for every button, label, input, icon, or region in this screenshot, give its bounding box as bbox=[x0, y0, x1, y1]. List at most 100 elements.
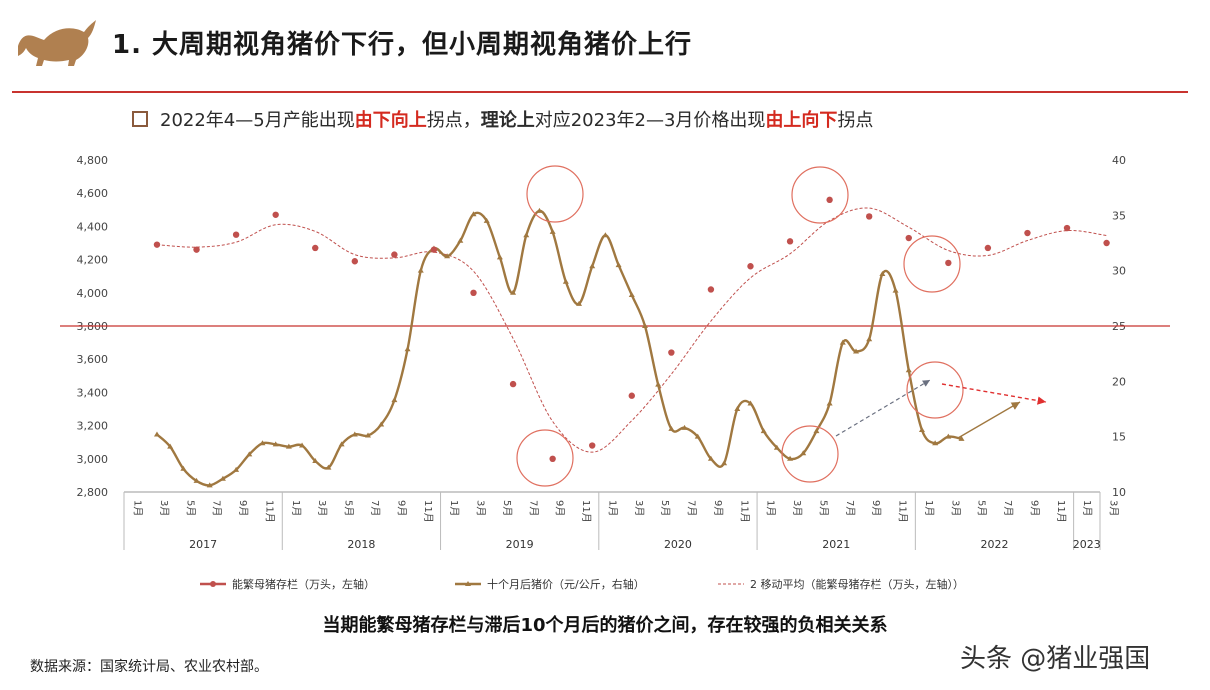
x-month-label: 3月 bbox=[633, 500, 645, 516]
sow-point bbox=[905, 234, 912, 242]
x-month-label: 3月 bbox=[949, 500, 961, 516]
subtitle-part: 2022年4—5月产能出现 bbox=[160, 110, 355, 131]
right-tick-label: 20 bbox=[1112, 375, 1126, 388]
x-month-label: 5月 bbox=[184, 500, 196, 516]
square-bullet-icon bbox=[132, 111, 148, 127]
x-month-label: 9月 bbox=[554, 500, 566, 516]
left-tick-label: 3,200 bbox=[77, 420, 109, 433]
x-month-label: 7月 bbox=[369, 500, 381, 516]
sow-point bbox=[747, 263, 754, 270]
header-divider bbox=[12, 91, 1188, 93]
price-point bbox=[760, 428, 767, 434]
price-point bbox=[246, 451, 253, 457]
left-tick-label: 4,400 bbox=[77, 220, 109, 233]
x-month-label: 3月 bbox=[1108, 500, 1120, 516]
price-point bbox=[813, 428, 820, 434]
subtitle-part: 拐点， bbox=[426, 110, 481, 131]
left-tick-label: 2,800 bbox=[77, 486, 109, 499]
x-month-label: 5月 bbox=[976, 500, 988, 516]
sow-point bbox=[391, 251, 398, 258]
price-point bbox=[905, 367, 912, 373]
annotation-circle bbox=[791, 166, 849, 224]
price-point bbox=[655, 381, 662, 387]
sow-point bbox=[628, 392, 635, 399]
x-month-label: 7月 bbox=[211, 500, 223, 516]
price-point bbox=[272, 441, 279, 447]
price-point bbox=[562, 278, 569, 284]
price-point bbox=[866, 336, 873, 342]
sow-point bbox=[826, 196, 833, 204]
x-month-label: 9月 bbox=[870, 500, 882, 516]
x-month-label: 9月 bbox=[1028, 500, 1040, 516]
legend-marker-sow bbox=[210, 581, 216, 587]
annotation-circle bbox=[516, 429, 574, 487]
price-point bbox=[510, 289, 517, 295]
price-point bbox=[932, 440, 939, 446]
price-point bbox=[417, 267, 424, 273]
x-month-label: 3月 bbox=[158, 500, 170, 516]
legend-marker-price bbox=[465, 581, 471, 586]
price-point bbox=[839, 339, 846, 345]
price-point bbox=[602, 232, 609, 238]
bull-icon bbox=[18, 20, 96, 66]
right-tick-label: 10 bbox=[1112, 486, 1126, 499]
sow-point bbox=[865, 213, 873, 220]
price-point bbox=[892, 287, 899, 293]
x-month-label: 1月 bbox=[132, 500, 144, 516]
price-point bbox=[206, 482, 213, 488]
x-month-label: 1月 bbox=[1081, 500, 1093, 516]
price-point bbox=[853, 348, 859, 354]
price-point bbox=[299, 442, 306, 448]
price-point bbox=[734, 406, 741, 411]
price-point bbox=[259, 440, 266, 446]
sow-point bbox=[984, 244, 992, 252]
chart-subtitle: 2022年4—5月产能出现由下向上拐点，理论上对应2023年2—3月价格出现由上… bbox=[132, 106, 873, 132]
price-point bbox=[457, 237, 464, 243]
price-point bbox=[180, 465, 187, 471]
legend-label: 2 移动平均（能繁母猪存栏（万头，左轴）） bbox=[750, 577, 964, 591]
price-point bbox=[668, 425, 675, 431]
price-point bbox=[167, 443, 174, 449]
x-month-label: 9月 bbox=[712, 500, 724, 516]
subtitle-part: 对应2023年2—3月价格出现 bbox=[534, 110, 766, 131]
price-point bbox=[285, 443, 292, 449]
sow-point bbox=[668, 349, 675, 356]
sow-point bbox=[1103, 239, 1110, 247]
sow-point bbox=[470, 289, 477, 296]
x-month-label: 11月 bbox=[897, 500, 909, 523]
x-month-label: 5月 bbox=[501, 500, 513, 516]
x-month-label: 9月 bbox=[395, 500, 407, 516]
price-point bbox=[444, 253, 451, 259]
price-point bbox=[945, 433, 952, 439]
x-year-label: 2022 bbox=[980, 538, 1008, 551]
header: 1. 大周期视角猪价下行，但小周期视角猪价上行 2022年4—5月产能出现由下向… bbox=[0, 0, 1210, 131]
price-point bbox=[470, 211, 477, 217]
subtitle-highlight: 由上向下 bbox=[765, 110, 838, 131]
x-year-label: 2020 bbox=[664, 538, 692, 551]
legend-label: 能繁母猪存栏（万头，左轴） bbox=[232, 577, 375, 591]
x-month-label: 11月 bbox=[1055, 500, 1067, 523]
right-tick-label: 30 bbox=[1112, 265, 1126, 278]
price-point bbox=[312, 458, 319, 464]
left-tick-label: 4,800 bbox=[77, 154, 109, 167]
price-point bbox=[826, 400, 833, 406]
x-month-label: 5月 bbox=[343, 500, 355, 516]
left-tick-label: 4,000 bbox=[77, 287, 109, 300]
annotation-circle bbox=[781, 425, 839, 483]
subtitle-highlight: 由下向上 bbox=[354, 110, 427, 131]
sow-point bbox=[1024, 229, 1031, 237]
price-point bbox=[483, 217, 490, 223]
price-point bbox=[787, 455, 794, 461]
trend-arrow-red bbox=[941, 383, 1047, 405]
sow-point bbox=[193, 246, 200, 253]
x-month-label: 3月 bbox=[791, 500, 803, 516]
x-month-label: 7月 bbox=[686, 500, 698, 516]
price-point bbox=[721, 460, 728, 466]
x-month-label: 7月 bbox=[527, 500, 539, 516]
x-month-label: 3月 bbox=[475, 500, 487, 516]
x-month-label: 1月 bbox=[923, 500, 935, 516]
trend-arrow-brown bbox=[957, 401, 1021, 439]
price-point bbox=[365, 432, 371, 438]
x-month-label: 7月 bbox=[1002, 500, 1014, 516]
line-chart: 4,8004,6004,4004,2004,0003,8003,6003,400… bbox=[60, 154, 1170, 591]
